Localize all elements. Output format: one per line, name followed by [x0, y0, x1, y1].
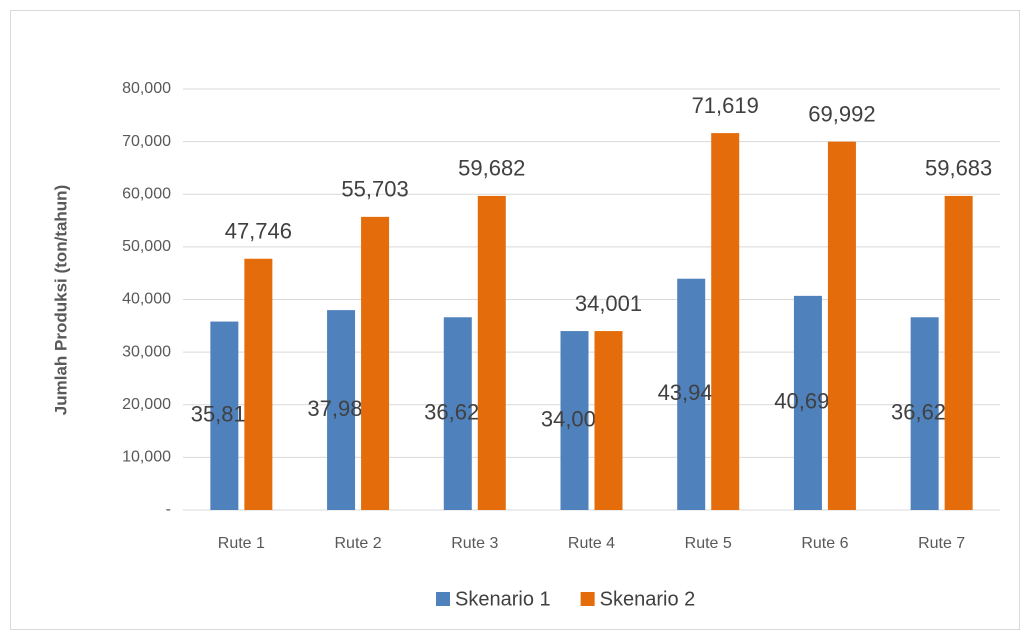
bar: [793, 295, 822, 510]
legend-swatch: [436, 592, 450, 606]
bar: [327, 310, 356, 510]
bar: [210, 321, 239, 510]
data-label: 71,619: [692, 93, 759, 118]
data-label: 47,746: [225, 219, 292, 244]
y-axis-title: Jumlah Produksi (ton/tahun): [51, 185, 70, 415]
bar: [827, 141, 856, 510]
y-tick-label: 20,000: [122, 396, 171, 413]
x-tick-label: Rute 4: [568, 535, 615, 552]
x-tick-label: Rute 2: [335, 535, 382, 552]
x-tick-label: Rute 5: [685, 535, 732, 552]
y-tick-label: -: [166, 501, 171, 518]
bar: [244, 258, 273, 510]
x-tick-label: Rute 7: [918, 535, 965, 552]
x-tick-label: Rute 6: [801, 535, 848, 552]
data-label: 34,001: [575, 291, 642, 316]
y-tick-label: 50,000: [122, 238, 171, 255]
data-label: 55,703: [341, 177, 408, 202]
bar: [944, 195, 973, 510]
x-tick-label: Rute 3: [451, 535, 498, 552]
y-tick-label: 60,000: [122, 185, 171, 202]
bar: [711, 133, 740, 510]
bar: [594, 331, 623, 510]
data-label: 59,683: [925, 156, 992, 181]
legend-swatch: [580, 592, 595, 606]
x-tick-label: Rute 1: [218, 535, 265, 552]
data-label: 59,682: [458, 156, 525, 181]
y-tick-label: 30,000: [122, 343, 171, 360]
y-tick-label: 70,000: [122, 133, 171, 150]
y-tick-label: 40,000: [122, 291, 171, 308]
bar: [477, 195, 506, 511]
bar: [560, 331, 589, 510]
data-label: 69,992: [808, 101, 875, 126]
bar: [361, 216, 390, 510]
legend-label: Skenario 2: [600, 588, 696, 610]
bar: [677, 278, 706, 510]
legend-label: Skenario 1: [455, 588, 551, 610]
bar: [910, 317, 939, 510]
bar: [443, 317, 472, 510]
y-tick-label: 80,000: [122, 80, 171, 97]
y-tick-label: 10,000: [122, 449, 171, 466]
